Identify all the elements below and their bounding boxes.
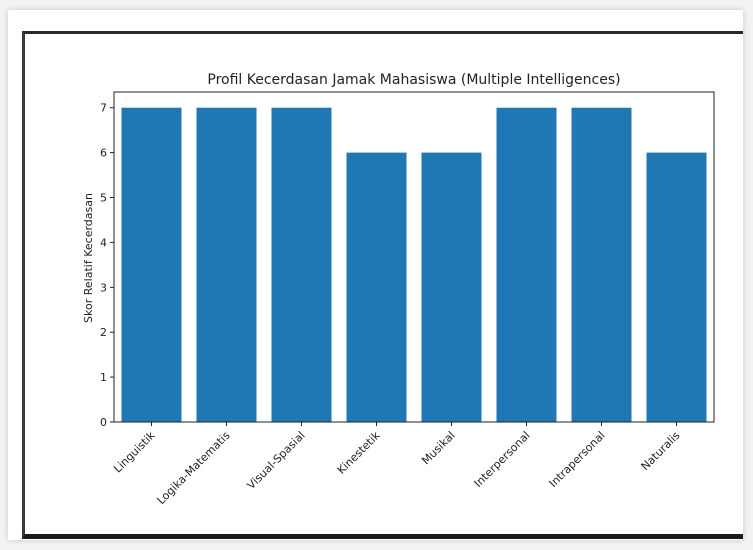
x-tick-label: Naturalis: [639, 429, 683, 473]
bar: [121, 107, 182, 422]
bar: [196, 107, 257, 422]
x-tick-label: Intrapersonal: [547, 429, 608, 490]
x-tick-label: Linguistik: [111, 428, 158, 475]
y-tick-label: 6: [100, 147, 107, 160]
y-tick-label: 1: [100, 371, 107, 384]
bar: [346, 152, 407, 422]
y-tick-label: 3: [100, 281, 107, 294]
x-tick-label: Visual-Spasial: [245, 429, 308, 492]
bar: [646, 152, 707, 422]
y-tick-label: 7: [100, 102, 107, 115]
y-axis-label: Skor Relatif Kecerdasan: [82, 193, 95, 323]
x-tick-label: Logika-Matematis: [155, 429, 233, 507]
bar: [271, 107, 332, 422]
y-tick-label: 2: [100, 326, 107, 339]
y-tick-label: 4: [100, 236, 107, 249]
bar: [571, 107, 632, 422]
plot-frame: [113, 91, 715, 423]
bar: [421, 152, 482, 422]
x-tick-label: Interpersonal: [472, 429, 533, 490]
y-tick-label: 0: [100, 416, 107, 429]
chart-title: Profil Kecerdasan Jamak Mahasiswa (Multi…: [207, 72, 620, 88]
x-tick-label: Musikal: [419, 429, 457, 467]
y-tick-label: 5: [100, 192, 107, 205]
bar: [496, 107, 557, 422]
x-tick-label: Kinestetik: [335, 428, 383, 476]
